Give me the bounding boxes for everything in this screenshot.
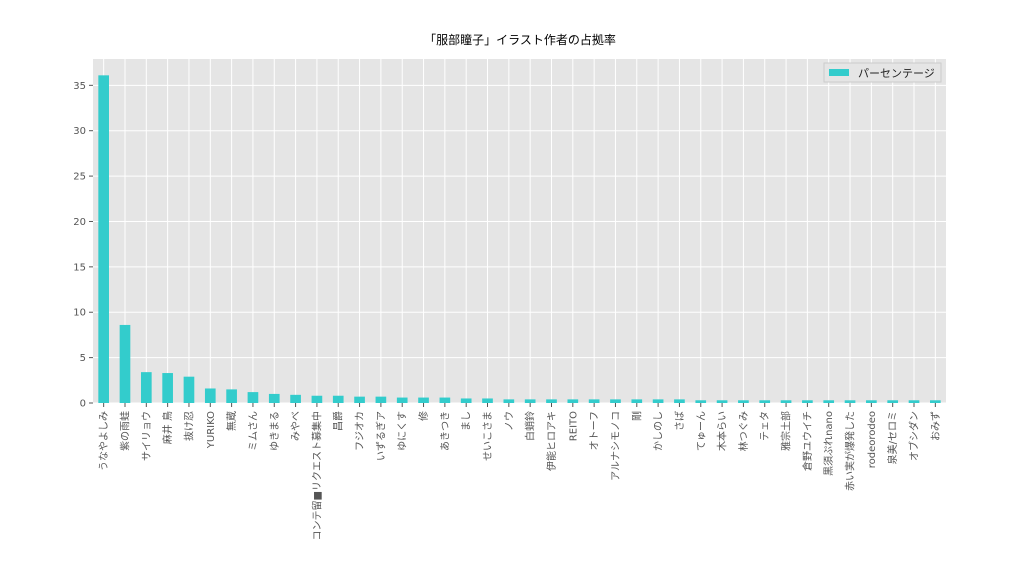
bar: [439, 397, 451, 403]
y-tick-label: 15: [73, 262, 86, 273]
plot-background: [93, 59, 946, 403]
x-tick-label: 紫の雨蛙: [118, 411, 131, 451]
x-tick-label: REITO: [568, 411, 579, 441]
bar: [204, 388, 216, 403]
x-tick-label: 抜け忍: [182, 411, 195, 441]
bar: [780, 400, 792, 403]
x-tick-label: ミムさん: [247, 411, 259, 451]
x-tick-label: オブシダン: [908, 411, 921, 461]
x-tick-label: まし: [461, 411, 473, 431]
x-tick-label: 修: [417, 411, 430, 421]
x-tick-label: 雅宗土部: [780, 411, 793, 451]
x-tick-label: テェタ: [759, 411, 771, 441]
bar: [183, 376, 195, 403]
bar: [396, 397, 408, 403]
bar: [631, 399, 643, 403]
bar: [460, 398, 472, 403]
bar: [652, 399, 664, 403]
bar: [610, 399, 621, 403]
x-tick-label: 昌爵: [332, 411, 345, 431]
x-tick-label: さば: [674, 411, 686, 431]
y-tick-label: 10: [73, 308, 86, 319]
bar: [588, 399, 600, 403]
x-tick-label: コンテ留■リクエスト募集中: [310, 411, 323, 540]
y-tick-label: 35: [73, 81, 86, 92]
x-tick-label: あきつき: [439, 411, 451, 451]
bar: [226, 389, 237, 403]
bar: [140, 372, 152, 403]
bar: [332, 395, 344, 403]
bar: [567, 399, 579, 403]
bar: [844, 400, 856, 403]
x-tick-label: ゆにくす: [397, 411, 409, 451]
bar: [418, 397, 429, 403]
x-tick-label: サイリョウ: [141, 411, 153, 461]
bar: [268, 393, 280, 403]
bar: [930, 400, 941, 403]
x-tick-label: 麻井 鳥: [161, 411, 174, 444]
x-tick-label: おみず: [930, 411, 942, 441]
bar: [247, 392, 259, 403]
x-tick-label: 泉美/セロミ: [886, 411, 899, 464]
x-tick-label: 白蛸鈴: [524, 411, 537, 441]
x-tick-label: アルナシモノコ: [610, 411, 622, 481]
bar: [546, 399, 557, 403]
bar: [375, 396, 387, 403]
bar: [482, 398, 493, 403]
legend-label: パーセンテージ: [858, 67, 935, 80]
y-tick-label: 5: [80, 353, 86, 364]
y-tick-label: 20: [73, 217, 86, 228]
bar: [887, 400, 899, 403]
x-tick-label: 木本らい: [716, 411, 729, 451]
x-tick-label: うなやよしみ: [98, 411, 110, 471]
bar: [908, 400, 920, 403]
x-tick-label: 赤い実が爆発した: [844, 411, 857, 491]
bar: [503, 399, 515, 403]
x-tick-label: みやべ: [290, 411, 302, 441]
x-tick-label: 倉野ユウイチ: [801, 411, 814, 471]
bar: [354, 396, 365, 403]
bar: [162, 373, 173, 403]
bar: [311, 395, 323, 403]
bar: [290, 394, 301, 403]
x-tick-label: オトーフ: [589, 411, 601, 450]
x-tick-label: いずるぎア: [374, 411, 387, 461]
y-tick-label: 25: [73, 172, 86, 183]
x-tick-label: 林つぐみ: [737, 411, 750, 451]
x-tick-label: せいこさま: [482, 411, 494, 461]
bar: [802, 400, 813, 403]
x-tick-label: 伊能ヒロアキ: [545, 411, 558, 471]
x-tick-label: rodeorodeo: [867, 411, 878, 468]
x-tick-label: 黒須ぷれnano: [823, 411, 835, 476]
x-tick-label: 無蔵: [225, 411, 238, 431]
x-tick-label: YURIKO: [206, 411, 217, 449]
bar: [119, 324, 131, 403]
x-tick-label: てゅーん: [695, 411, 707, 451]
y-tick-label: 30: [73, 126, 86, 137]
x-tick-label: ゆきまる: [269, 411, 281, 451]
bar: [738, 400, 749, 403]
chart-title: 「服部瞳子」イラスト作者の占拠率: [424, 32, 616, 47]
x-tick-label: かしのし: [653, 411, 665, 451]
legend-swatch: [829, 69, 849, 76]
marks: [98, 75, 941, 403]
bar: [759, 400, 771, 403]
x-tick-label: ノウ: [503, 411, 515, 431]
legend-box: [823, 62, 942, 83]
bar: [98, 75, 109, 403]
bar: [524, 399, 536, 403]
x-tick-label: フジオカ: [354, 411, 366, 451]
bar: [674, 399, 685, 403]
bar: [716, 400, 728, 403]
bar: [695, 400, 707, 403]
y-tick-label: 0: [80, 399, 86, 410]
bar: [866, 400, 877, 403]
x-tick-label: 剛: [631, 411, 643, 421]
bar: [823, 400, 835, 403]
